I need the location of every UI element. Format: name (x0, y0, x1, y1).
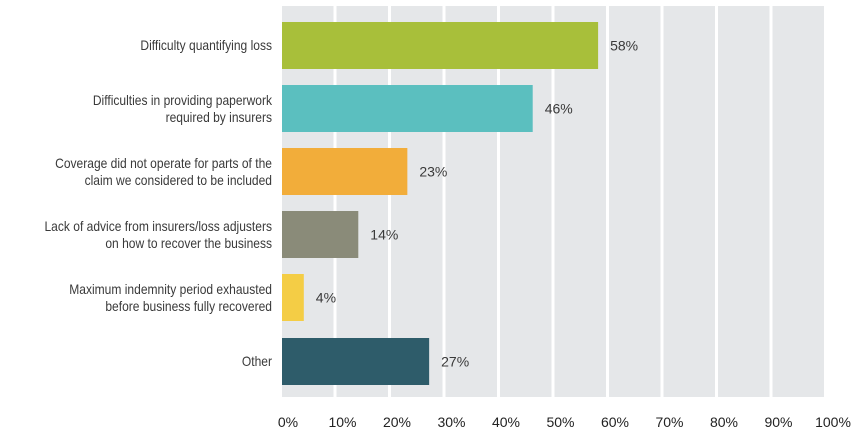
data-label: 23% (419, 164, 447, 180)
x-tick-label: 80% (710, 414, 738, 430)
x-axis-ticks: 0% 10% 20% 30% 40% 50% 60% 70% 80% 90% 100% (278, 414, 851, 430)
x-tick-label: 70% (655, 414, 683, 430)
grid-band (663, 6, 715, 397)
bar (282, 274, 304, 321)
x-tick-label: 20% (383, 414, 411, 430)
category-label-line: Difficulties in providing paperwork (92, 91, 272, 108)
category-label-line: before business fully recovered (105, 297, 273, 314)
x-tick-label: 100% (815, 414, 851, 430)
category-label-line: on how to recover the business (105, 234, 273, 251)
plot-background (282, 6, 824, 397)
category-label: Lack of advice from insurers/loss adjust… (31, 218, 272, 252)
bar (282, 148, 408, 195)
category-label-line: Lack of advice from insurers/loss adjust… (44, 217, 273, 234)
category-label-line: required by insurers (165, 108, 272, 125)
x-tick-label: 0% (278, 414, 298, 430)
grid-band (391, 6, 443, 397)
category-label-line: Other (241, 353, 272, 369)
data-label: 58% (610, 38, 638, 54)
grid-band (282, 6, 334, 397)
data-label: 27% (441, 354, 469, 370)
category-label: Coverage did not operate for parts of th… (31, 155, 272, 189)
grid-band (500, 6, 552, 397)
category-label-line: Coverage did not operate for parts of th… (55, 154, 272, 171)
grid-band (445, 6, 497, 397)
category-label: Difficulty quantifying loss (31, 37, 272, 54)
category-label: Maximum indemnity period exhausted before… (31, 281, 272, 315)
grid-band (336, 6, 388, 397)
bar (282, 338, 430, 385)
category-label: Other (31, 353, 272, 370)
grid-band (609, 6, 661, 397)
category-label-line: claim we considered to be included (84, 171, 273, 188)
bar (282, 85, 533, 132)
bar (282, 22, 599, 69)
category-label-line: Maximum indemnity period exhausted (69, 280, 272, 297)
x-tick-label: 30% (437, 414, 465, 430)
x-tick-label: 90% (764, 414, 792, 430)
grid-band (718, 6, 770, 397)
data-labels: 58% 46% 23% 14% 4% 27% (316, 38, 638, 370)
category-label-line: Difficulty quantifying loss (140, 37, 272, 53)
bar (282, 211, 359, 258)
x-tick-label: 50% (546, 414, 574, 430)
grid-band (772, 6, 824, 397)
grid-band (554, 6, 606, 397)
x-tick-label: 40% (492, 414, 520, 430)
x-tick-label: 10% (328, 414, 356, 430)
data-label: 4% (316, 290, 336, 306)
x-tick-label: 60% (601, 414, 629, 430)
category-label: Difficulties in providing paperwork requi… (31, 92, 272, 126)
data-label: 14% (370, 227, 398, 243)
bars (282, 22, 599, 385)
data-label: 46% (545, 101, 573, 117)
